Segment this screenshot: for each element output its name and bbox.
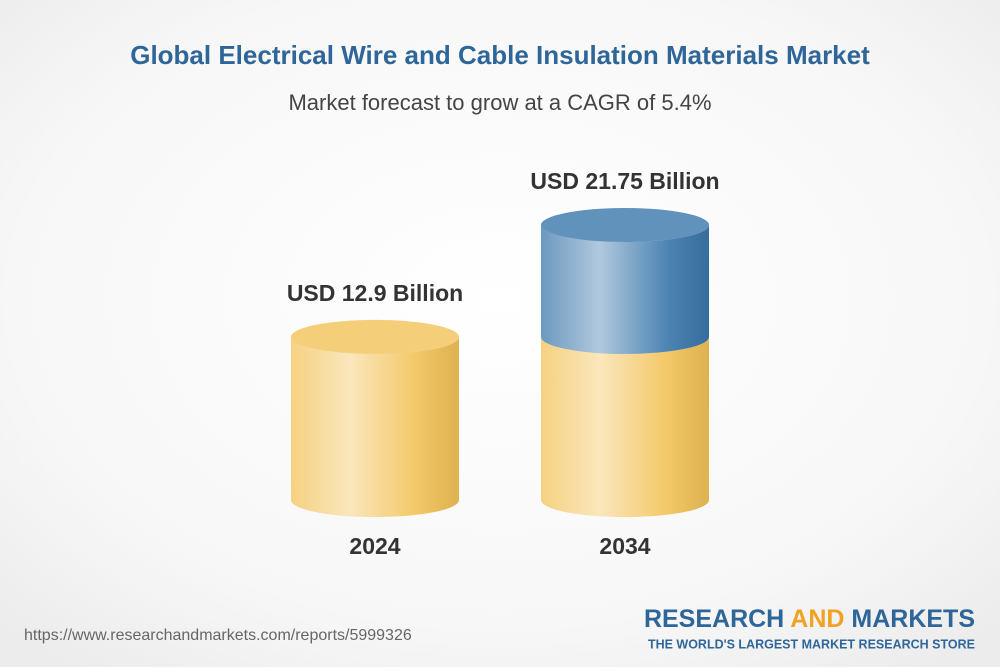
brand-tagline: THE WORLD'S LARGEST MARKET RESEARCH STOR…: [648, 637, 975, 651]
source-url: https://www.researchandmarkets.com/repor…: [24, 627, 412, 644]
plot: USD 12.9 Billion 2024 USD 21.75 Billion 203…: [287, 168, 720, 559]
cylinder-top: [291, 319, 459, 354]
x-tick-label: 2024: [349, 533, 400, 559]
cylinder-top-shine: [291, 319, 459, 354]
x-tick-label: 2034: [599, 533, 650, 559]
chart-title: Global Electrical Wire and Cable Insulat…: [130, 40, 870, 70]
cylinder-shade: [541, 225, 709, 354]
cylinder-top-shine: [541, 208, 709, 242]
value-label: USD 21.75 Billion: [530, 168, 719, 194]
chart-subtitle: Market forecast to grow at a CAGR of 5.4…: [288, 90, 711, 115]
cylinder-top: [541, 208, 709, 242]
brand-part: MARKETS: [851, 605, 975, 633]
cylinder-shade: [291, 336, 459, 517]
brand-part: AND: [790, 605, 844, 633]
cylinder-shade: [541, 336, 709, 517]
brand: RESEARCH AND MARKETS: [644, 605, 975, 633]
brand-part: RESEARCH: [644, 605, 784, 633]
value-label: USD 12.9 Billion: [287, 280, 463, 306]
